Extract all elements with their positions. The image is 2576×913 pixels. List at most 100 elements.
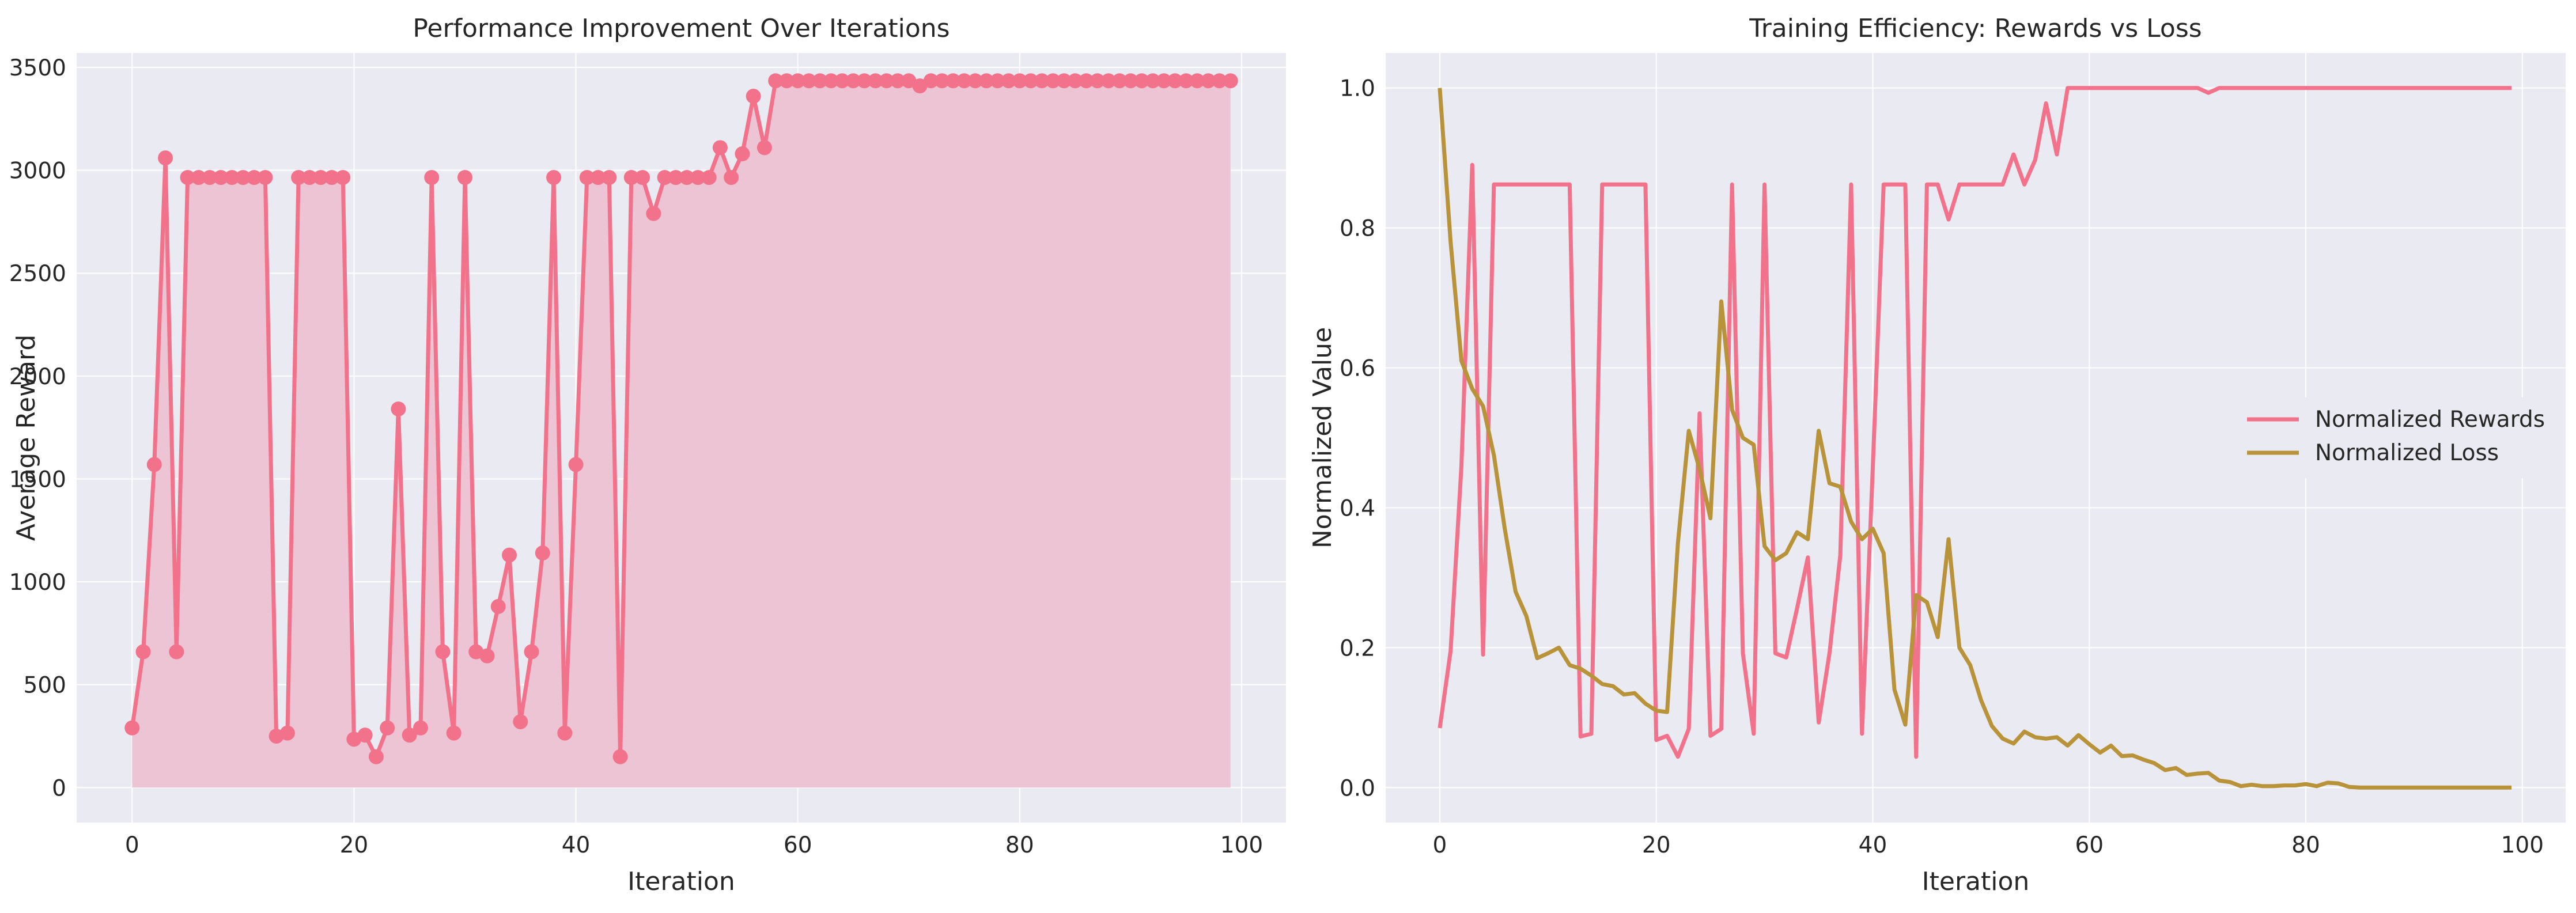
reward-chart-title: Performance Improvement Over Iterations <box>413 14 950 43</box>
y-tick-label: 1.0 <box>1340 76 1375 102</box>
reward-point <box>1068 73 1083 89</box>
efficiency-x-axis-label: Iteration <box>1922 867 2030 896</box>
reward-point <box>635 170 650 185</box>
reward-point <box>679 170 695 185</box>
reward-point <box>302 170 317 185</box>
reward-point <box>135 644 151 660</box>
reward-x-axis-label: Iteration <box>627 867 735 896</box>
reward-point <box>368 749 384 764</box>
y-tick-label: 0 <box>52 775 66 801</box>
x-tick-label: 20 <box>340 832 369 858</box>
reward-point <box>812 73 828 89</box>
reward-point <box>1134 73 1149 89</box>
x-tick-label: 0 <box>1433 832 1447 858</box>
reward-point <box>191 170 206 185</box>
reward-point <box>146 457 162 472</box>
reward-point <box>779 73 795 89</box>
reward-point <box>591 170 606 185</box>
reward-point <box>701 170 717 185</box>
reward-point <box>247 170 262 185</box>
reward-point <box>823 73 839 89</box>
y-tick-label: 1000 <box>9 570 66 596</box>
reward-point <box>1001 73 1016 89</box>
normalized-rewards-line <box>1438 86 2512 759</box>
reward-point <box>768 73 784 89</box>
x-tick-label: 0 <box>125 832 139 858</box>
x-tick-label: 100 <box>1220 832 1263 858</box>
reward-point <box>1156 73 1172 89</box>
reward-point <box>1079 73 1094 89</box>
efficiency-x-ticks: 0 20 40 60 80 100 <box>1433 832 2544 858</box>
reward-point <box>513 714 528 729</box>
reward-point <box>490 598 506 614</box>
reward-point <box>224 170 240 185</box>
y-tick-label: 0.0 <box>1340 775 1375 801</box>
reward-point <box>313 170 328 185</box>
reward-point <box>657 170 672 185</box>
reward-point <box>1090 73 1105 89</box>
x-tick-label: 40 <box>1859 832 1887 858</box>
efficiency-y-axis-label: Normalized Value <box>1308 327 1337 548</box>
reward-point <box>424 170 440 185</box>
reward-point <box>756 140 772 156</box>
reward-point <box>724 170 739 185</box>
reward-point <box>1100 73 1116 89</box>
reward-point <box>956 73 972 89</box>
reward-point <box>324 170 339 185</box>
reward-point <box>1223 73 1238 89</box>
efficiency-y-ticks: 0.0 0.2 0.4 0.6 0.8 1.0 <box>1340 76 1375 802</box>
reward-point <box>602 170 617 185</box>
reward-point <box>668 170 683 185</box>
reward-point <box>935 73 950 89</box>
reward-point <box>235 170 251 185</box>
y-tick-label: 1500 <box>9 467 66 493</box>
reward-point <box>1012 73 1027 89</box>
reward-point <box>1178 73 1194 89</box>
reward-point <box>945 73 961 89</box>
normalized-loss-line <box>1438 88 2512 790</box>
reward-point <box>169 644 184 660</box>
y-tick-label: 2000 <box>9 364 66 390</box>
reward-point <box>579 170 595 185</box>
reward-point <box>557 725 573 741</box>
reward-point <box>790 73 805 89</box>
reward-point <box>1123 73 1138 89</box>
reward-point <box>124 720 140 736</box>
reward-point <box>1145 73 1160 89</box>
reward-point <box>1189 73 1205 89</box>
reward-chart-panel: 0 20 40 60 80 100 0 500 1000 1500 2000 2500 3000 350… <box>9 14 1286 896</box>
reward-point <box>868 73 883 89</box>
y-tick-label: 0.2 <box>1340 635 1375 661</box>
x-tick-label: 60 <box>2075 832 2104 858</box>
reward-point <box>1045 73 1061 89</box>
y-tick-label: 2500 <box>9 261 66 287</box>
reward-point <box>990 73 1005 89</box>
reward-point <box>413 720 428 736</box>
reward-point <box>479 648 495 664</box>
reward-point <box>746 89 761 104</box>
reward-point <box>435 644 451 660</box>
y-tick-label: 500 <box>24 673 66 699</box>
reward-point <box>1034 73 1050 89</box>
reward-point <box>158 150 173 166</box>
efficiency-chart-title: Training Efficiency: Rewards vs Loss <box>1749 14 2201 43</box>
reward-point <box>380 720 395 736</box>
reward-point <box>568 457 584 472</box>
reward-point <box>535 545 550 561</box>
reward-point <box>879 73 894 89</box>
reward-point <box>402 728 417 743</box>
reward-point <box>524 644 539 660</box>
reward-point <box>623 170 639 185</box>
reward-point <box>180 170 195 185</box>
x-tick-label: 100 <box>2501 832 2544 858</box>
y-tick-label: 0.4 <box>1340 495 1375 521</box>
reward-point <box>279 725 295 741</box>
reward-point <box>857 73 872 89</box>
reward-point <box>1201 73 1216 89</box>
reward-point <box>202 170 218 185</box>
reward-y-axis-label: Average Reward <box>12 335 41 541</box>
reward-point <box>646 206 661 221</box>
reward-point <box>502 547 517 563</box>
reward-x-ticks: 0 20 40 60 80 100 <box>125 832 1263 858</box>
